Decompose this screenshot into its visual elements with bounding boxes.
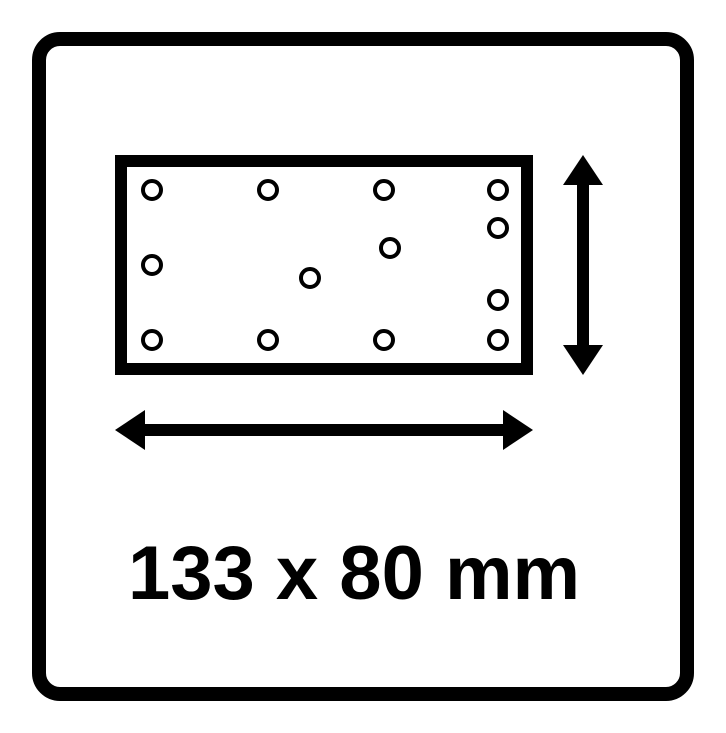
dust-hole <box>379 237 401 259</box>
dust-hole <box>257 329 279 351</box>
dust-hole <box>373 329 395 351</box>
dust-hole <box>487 289 509 311</box>
dust-hole <box>487 329 509 351</box>
dust-hole <box>141 254 163 276</box>
dust-hole <box>373 179 395 201</box>
dust-hole <box>141 179 163 201</box>
dust-hole <box>487 179 509 201</box>
dust-hole <box>487 217 509 239</box>
dust-hole <box>299 267 321 289</box>
width-dimension-arrow <box>75 390 573 470</box>
diagram-canvas: 133 x 80 mm <box>0 0 726 733</box>
sanding-sheet <box>115 155 533 375</box>
dust-hole <box>141 329 163 351</box>
dust-hole <box>257 179 279 201</box>
dimension-label: 133 x 80 mm <box>128 530 580 617</box>
height-dimension-arrow <box>543 115 623 415</box>
